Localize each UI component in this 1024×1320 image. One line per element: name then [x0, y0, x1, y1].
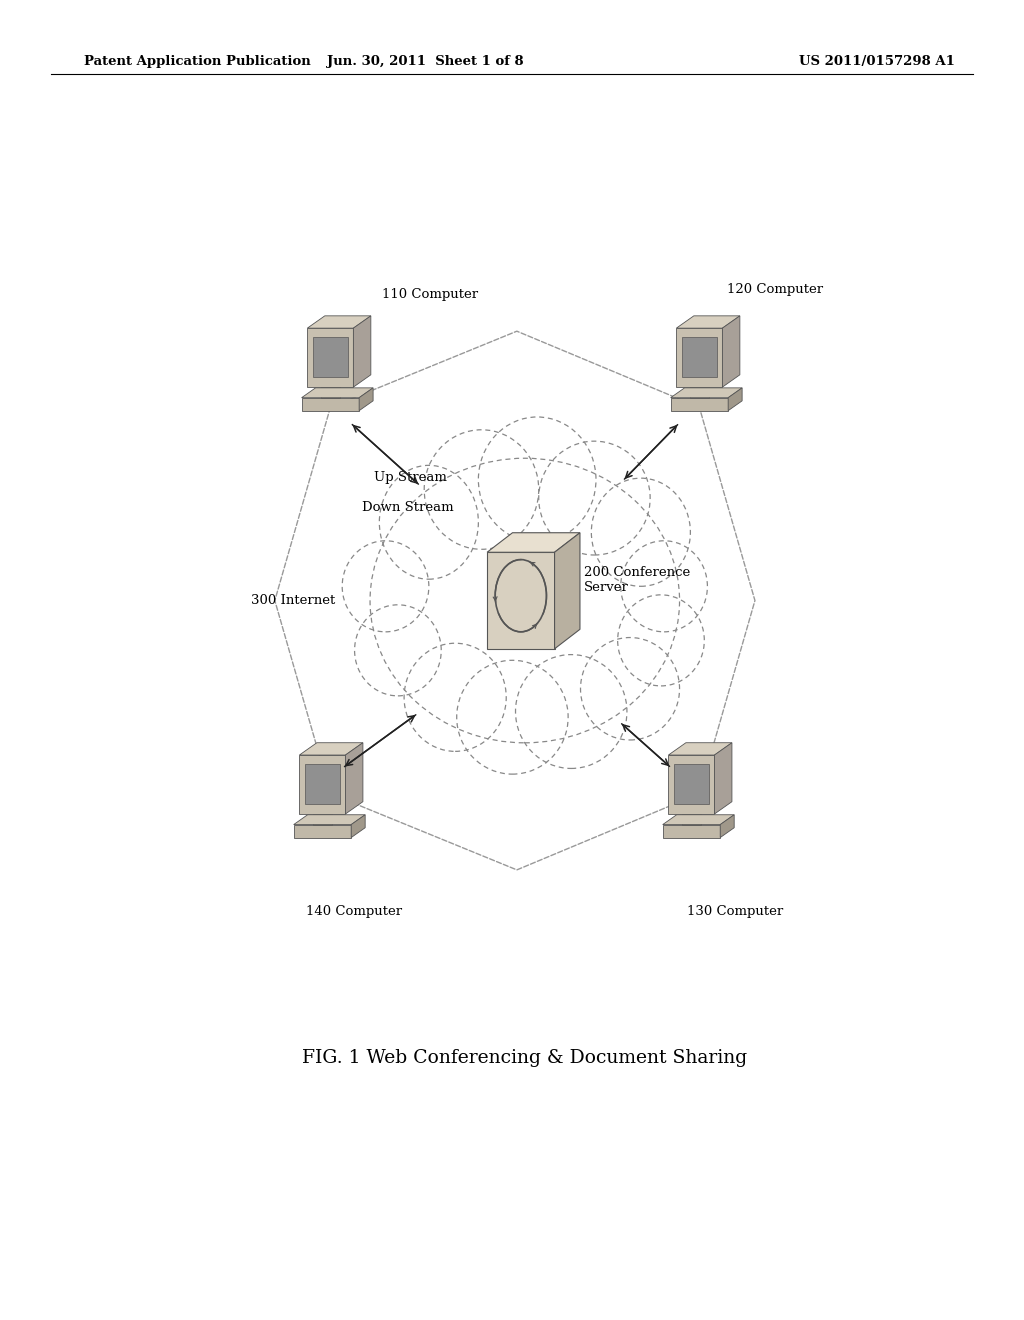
Ellipse shape [515, 655, 627, 768]
Polygon shape [555, 533, 580, 649]
Ellipse shape [581, 638, 680, 741]
FancyBboxPatch shape [674, 764, 709, 804]
Polygon shape [720, 814, 734, 838]
Polygon shape [715, 743, 732, 814]
Text: Up Stream: Up Stream [374, 471, 446, 483]
Text: FIG. 1 Web Conferencing & Document Sharing: FIG. 1 Web Conferencing & Document Shari… [302, 1049, 748, 1067]
Polygon shape [677, 315, 740, 329]
Text: 300 Internet: 300 Internet [251, 594, 335, 607]
Polygon shape [299, 755, 345, 814]
Ellipse shape [457, 660, 568, 774]
Polygon shape [671, 397, 728, 411]
Polygon shape [682, 814, 700, 825]
Polygon shape [302, 388, 373, 397]
Ellipse shape [404, 643, 506, 751]
Text: US 2011/0157298 A1: US 2011/0157298 A1 [799, 55, 954, 69]
Text: 120 Computer: 120 Computer [727, 282, 823, 296]
Polygon shape [663, 814, 734, 825]
Polygon shape [345, 743, 362, 814]
Polygon shape [302, 397, 359, 411]
Ellipse shape [591, 478, 690, 586]
Ellipse shape [539, 441, 650, 554]
Polygon shape [663, 825, 720, 838]
Polygon shape [690, 387, 709, 397]
Polygon shape [353, 315, 371, 387]
Polygon shape [307, 315, 371, 329]
Ellipse shape [424, 430, 539, 549]
Polygon shape [322, 387, 340, 397]
Ellipse shape [478, 417, 596, 543]
Polygon shape [307, 329, 353, 387]
Polygon shape [669, 743, 732, 755]
Polygon shape [728, 388, 742, 411]
Polygon shape [671, 388, 742, 397]
Polygon shape [313, 814, 332, 825]
Text: Down Stream: Down Stream [362, 502, 454, 515]
Text: 200 Conference
Server: 200 Conference Server [585, 566, 690, 594]
Ellipse shape [370, 458, 680, 743]
Polygon shape [299, 743, 362, 755]
Ellipse shape [342, 541, 429, 632]
Ellipse shape [354, 605, 441, 696]
Polygon shape [677, 329, 722, 387]
Ellipse shape [379, 466, 478, 579]
Polygon shape [294, 825, 351, 838]
Text: 110 Computer: 110 Computer [382, 288, 478, 301]
Ellipse shape [621, 541, 708, 632]
Text: Jun. 30, 2011  Sheet 1 of 8: Jun. 30, 2011 Sheet 1 of 8 [327, 55, 523, 69]
Polygon shape [487, 552, 555, 649]
Polygon shape [487, 533, 580, 552]
Ellipse shape [617, 595, 705, 686]
Polygon shape [359, 388, 373, 411]
Text: Patent Application Publication: Patent Application Publication [84, 55, 310, 69]
Polygon shape [669, 755, 715, 814]
FancyBboxPatch shape [682, 337, 717, 378]
Polygon shape [351, 814, 366, 838]
FancyBboxPatch shape [313, 337, 348, 378]
Polygon shape [722, 315, 740, 387]
Polygon shape [294, 814, 366, 825]
FancyBboxPatch shape [305, 764, 340, 804]
Text: 130 Computer: 130 Computer [687, 906, 783, 919]
Text: 140 Computer: 140 Computer [306, 906, 402, 919]
